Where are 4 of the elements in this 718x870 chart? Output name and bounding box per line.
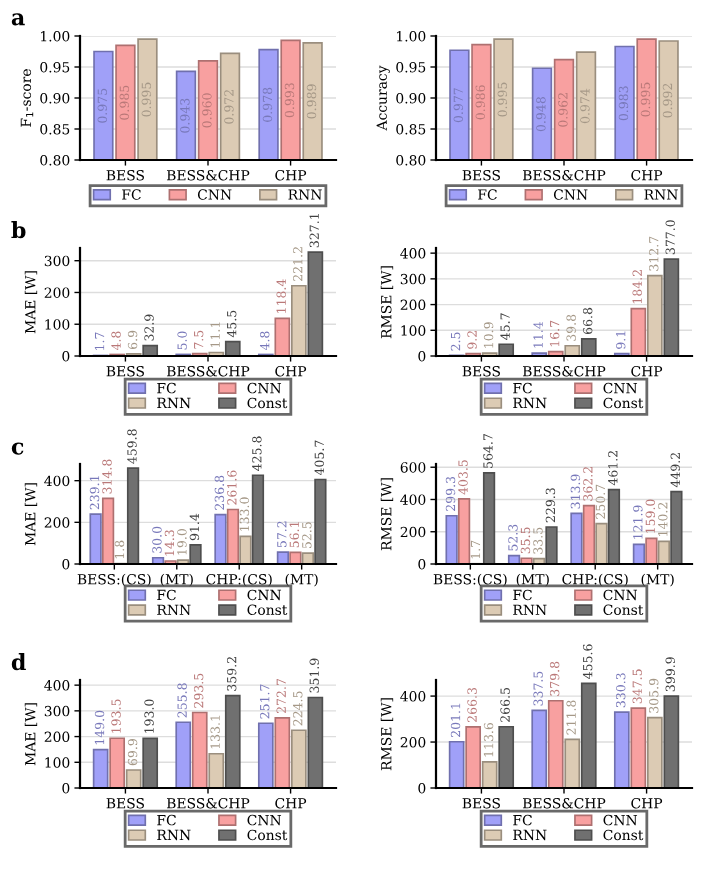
chart-title: a [11,13,25,26]
chart-title: b [11,221,26,239]
chart-title: c [11,442,24,455]
chart-title: d [11,653,26,671]
